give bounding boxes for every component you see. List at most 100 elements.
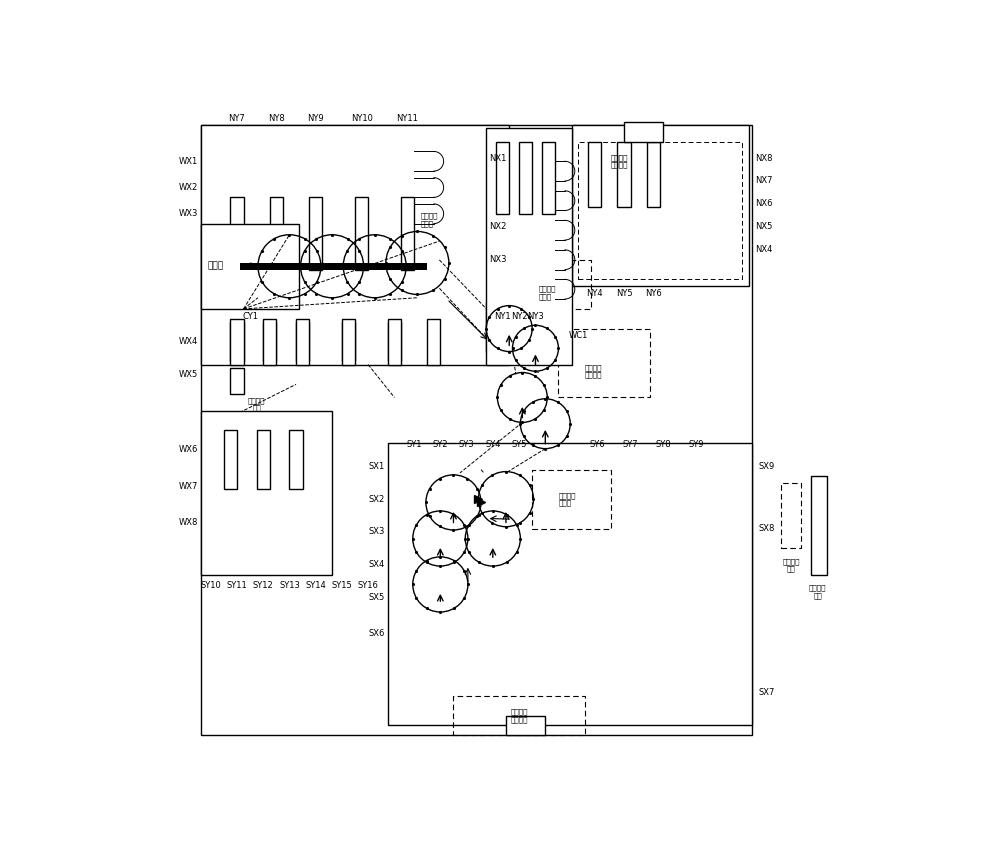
Text: NY3: NY3 — [527, 312, 544, 321]
Bar — [230, 368, 244, 394]
Text: SY10: SY10 — [200, 581, 221, 590]
Text: NY11: NY11 — [397, 114, 418, 124]
Text: 纵向红外
坐标: 纵向红外 坐标 — [809, 584, 826, 599]
Text: NY7: NY7 — [229, 114, 245, 124]
Text: NY1: NY1 — [494, 312, 511, 321]
Text: WX7: WX7 — [178, 481, 198, 491]
Bar — [453, 696, 585, 735]
Text: SX6: SX6 — [368, 629, 385, 638]
Text: NX8: NX8 — [755, 153, 773, 163]
Text: SX2: SX2 — [368, 495, 385, 504]
Bar — [289, 430, 303, 489]
Text: SY2: SY2 — [433, 440, 448, 449]
Bar — [296, 322, 309, 361]
Bar — [624, 122, 663, 141]
Bar — [572, 125, 749, 286]
Bar — [263, 322, 276, 361]
Text: SX5: SX5 — [368, 593, 385, 602]
Bar — [388, 443, 752, 726]
Text: 房门红外
区域: 房门红外 区域 — [248, 397, 265, 412]
Text: NX4: NX4 — [755, 245, 773, 255]
Bar — [496, 141, 509, 214]
Text: 北卧窗台
红外区域: 北卧窗台 红外区域 — [611, 154, 628, 169]
Text: SY1: SY1 — [406, 440, 422, 449]
Text: SY3: SY3 — [459, 440, 474, 449]
Text: SX7: SX7 — [759, 688, 775, 697]
Bar — [647, 141, 660, 207]
Text: 北卧门红
外区域: 北卧门红 外区域 — [539, 285, 556, 300]
Bar — [401, 198, 414, 269]
Bar — [230, 198, 244, 269]
Text: SY13: SY13 — [279, 581, 300, 590]
Bar — [617, 141, 631, 207]
Bar — [263, 319, 276, 365]
Text: SY8: SY8 — [656, 440, 671, 449]
Text: WX8: WX8 — [178, 518, 198, 527]
Text: NY8: NY8 — [268, 114, 285, 124]
Bar — [519, 141, 532, 214]
Bar — [240, 263, 427, 269]
Text: WX5: WX5 — [178, 370, 198, 379]
Text: SX4: SX4 — [368, 561, 385, 569]
Bar — [811, 476, 827, 574]
Text: SX8: SX8 — [759, 524, 775, 533]
Text: NX1: NX1 — [490, 153, 507, 163]
Bar — [388, 322, 401, 361]
Text: SY12: SY12 — [253, 581, 274, 590]
Bar — [578, 141, 742, 279]
Text: 充电站: 充电站 — [207, 262, 224, 271]
Text: 卫生间门
红外区域: 卫生间门 红外区域 — [585, 364, 602, 378]
Text: NX2: NX2 — [490, 222, 507, 232]
Text: 横向红外
坐标: 横向红外 坐标 — [783, 558, 800, 573]
Text: WX3: WX3 — [178, 210, 198, 218]
Text: WX4: WX4 — [178, 337, 198, 346]
Text: NX5: NX5 — [755, 222, 773, 232]
Text: SX1: SX1 — [368, 462, 385, 471]
Bar — [512, 260, 591, 309]
Text: 南卧窗台
红外区域: 南卧窗台 红外区域 — [510, 709, 528, 722]
Text: NY2: NY2 — [511, 312, 527, 321]
Bar — [342, 319, 355, 365]
Bar — [427, 319, 440, 365]
Bar — [781, 483, 801, 549]
Text: SX9: SX9 — [759, 462, 775, 471]
Bar — [486, 302, 565, 352]
Bar — [388, 319, 401, 365]
Text: WX2: WX2 — [178, 183, 198, 192]
Text: WC1: WC1 — [568, 331, 588, 340]
Text: SY15: SY15 — [332, 581, 352, 590]
Bar — [224, 430, 237, 489]
Bar — [542, 141, 555, 214]
Text: SY5: SY5 — [511, 440, 527, 449]
Text: SY7: SY7 — [623, 440, 638, 449]
Text: NY9: NY9 — [307, 114, 324, 124]
Text: CY1: CY1 — [242, 312, 258, 321]
Text: 充电站红
外区域: 充电站红 外区域 — [421, 213, 438, 227]
Bar — [201, 411, 332, 574]
Text: SY4: SY4 — [485, 440, 501, 449]
Bar — [506, 716, 545, 735]
Text: SY14: SY14 — [305, 581, 326, 590]
Text: SY9: SY9 — [688, 440, 704, 449]
Text: 南卧门红
外区域: 南卧门红 外区域 — [558, 492, 576, 506]
Text: SX3: SX3 — [368, 527, 385, 537]
Text: NY10: NY10 — [351, 114, 373, 124]
Bar — [342, 322, 355, 361]
Bar — [270, 198, 283, 269]
Text: NY6: NY6 — [645, 289, 662, 298]
Text: SY16: SY16 — [358, 581, 379, 590]
Text: NY5: NY5 — [616, 289, 632, 298]
Text: NX3: NX3 — [490, 256, 507, 264]
Bar — [201, 223, 299, 309]
Bar — [355, 198, 368, 269]
Bar — [230, 322, 244, 361]
Text: NX6: NX6 — [755, 199, 773, 209]
Bar — [257, 430, 270, 489]
Text: NX7: NX7 — [755, 176, 773, 186]
Bar — [201, 125, 509, 365]
Text: SY6: SY6 — [590, 440, 606, 449]
Text: SY11: SY11 — [227, 581, 247, 590]
Bar — [558, 329, 650, 397]
Bar — [201, 125, 752, 735]
Text: WX6: WX6 — [178, 446, 198, 454]
